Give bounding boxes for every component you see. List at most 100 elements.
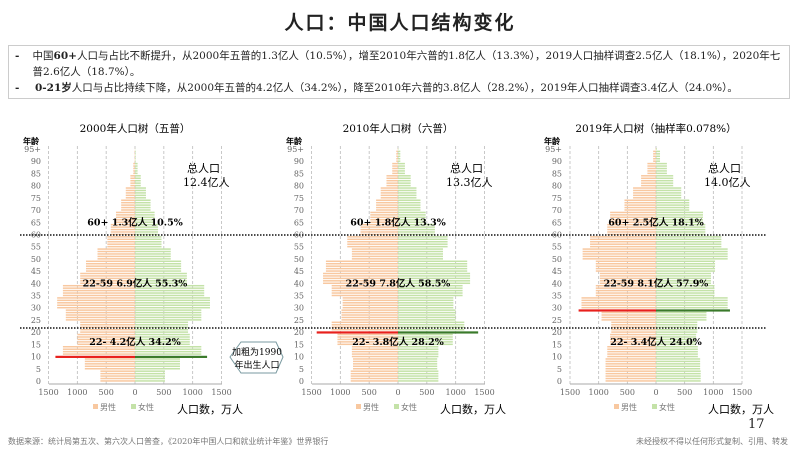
y-tick-label: 10	[552, 353, 562, 362]
bar-female	[656, 204, 690, 206]
bar-male	[331, 289, 398, 292]
y-tick-label: 55	[31, 243, 41, 252]
bar-female	[398, 355, 439, 358]
bar-male	[607, 350, 656, 353]
bar-male	[392, 167, 398, 170]
bar-female	[398, 292, 463, 294]
bar-female	[656, 221, 704, 223]
legend-female-swatch	[652, 404, 657, 409]
bar-male	[107, 245, 135, 248]
bar-male	[110, 226, 135, 228]
bar-male	[62, 348, 135, 350]
copyright-note: 未经授权不得以任何形式复制、引用、转发	[636, 437, 788, 446]
bar-female	[656, 284, 715, 287]
bar-male	[133, 170, 135, 172]
legend-male-swatch	[356, 404, 361, 409]
bar-female	[135, 241, 162, 243]
bar-male	[121, 204, 135, 206]
bar-female	[656, 219, 704, 221]
bar-male	[130, 182, 135, 184]
bar-male	[62, 284, 135, 287]
bar-female	[135, 358, 180, 360]
x-tick-label: 500	[677, 388, 692, 397]
bar-male	[607, 355, 656, 358]
y-tick-label: 30	[294, 304, 304, 313]
bar-male	[351, 346, 398, 348]
x-tick-label: 500	[362, 388, 377, 397]
bar-male	[110, 231, 135, 233]
y-tick-label: 85	[294, 169, 304, 178]
bar-male	[605, 380, 656, 382]
bar-male	[653, 150, 656, 153]
bar-male	[331, 292, 398, 294]
bar-male	[325, 262, 398, 265]
bar-male	[325, 270, 398, 272]
y-tick-label: 60	[552, 230, 562, 239]
bar-female	[656, 355, 698, 358]
bar-male	[341, 309, 398, 311]
bar-male	[360, 233, 398, 236]
bar-male	[370, 219, 398, 221]
bar-male	[653, 157, 656, 160]
x-tick-label: 500	[419, 388, 434, 397]
y-tick-label: 35	[552, 292, 562, 301]
y-tick-label: 45	[294, 267, 304, 276]
bar-female	[135, 331, 189, 333]
bar-male	[582, 258, 656, 260]
bar-female	[398, 299, 454, 302]
bar-female	[135, 201, 151, 204]
bar-female	[135, 314, 202, 316]
bar-female	[398, 333, 453, 336]
bar-female	[398, 346, 439, 348]
bar-male	[581, 302, 656, 304]
bar-male	[62, 294, 135, 297]
bar-female	[656, 177, 674, 180]
bar-female	[656, 282, 712, 285]
bar-male	[331, 284, 398, 287]
bar-female	[398, 380, 439, 382]
bar-female	[398, 194, 417, 197]
bar-female	[135, 192, 146, 194]
y-tick-label: 10	[294, 353, 304, 362]
bar-female	[656, 243, 722, 245]
bar-female	[398, 209, 421, 211]
bar-male	[351, 350, 398, 353]
bar-female	[398, 306, 454, 309]
y-tick-label: 25	[31, 316, 41, 325]
total-label: 总人口	[708, 161, 741, 175]
bar-female	[656, 375, 701, 377]
bar-female	[398, 245, 448, 248]
legend-female-swatch	[131, 404, 136, 409]
bar-male	[370, 214, 398, 216]
bar-male	[115, 214, 135, 216]
bar-male	[100, 370, 135, 372]
bar-male	[97, 248, 135, 250]
bar-female	[135, 336, 190, 338]
source-note: 数据来源：统计局第五次、第六次人口普查，《2020年中国人口和就业统计年鉴》世界…	[8, 437, 329, 446]
bar-female	[135, 284, 205, 287]
bar-male	[653, 153, 656, 155]
y-tick-label: 50	[294, 255, 304, 264]
bar-male	[353, 360, 398, 363]
y-tick-label: 90	[294, 157, 304, 166]
y-axis-label: 年龄	[23, 136, 40, 146]
bar-female	[135, 170, 138, 172]
bar-male	[350, 370, 398, 372]
bar-female	[135, 248, 171, 250]
bar-female	[398, 297, 454, 299]
bar-male	[323, 277, 398, 280]
bar-male	[107, 241, 135, 243]
bar-female	[398, 370, 439, 372]
bar-female	[398, 289, 463, 292]
bar-male	[370, 211, 398, 214]
bar-female	[656, 280, 712, 282]
bar-female	[135, 182, 141, 184]
bar-female	[398, 236, 448, 238]
bar-female	[135, 302, 210, 304]
group-annotation: 22- 3.4亿人 24.0%	[610, 336, 701, 348]
bar-female	[398, 360, 438, 363]
bar-male	[77, 338, 135, 341]
bar-female	[398, 199, 421, 201]
bar-male	[80, 328, 135, 331]
bar-female	[398, 157, 401, 160]
